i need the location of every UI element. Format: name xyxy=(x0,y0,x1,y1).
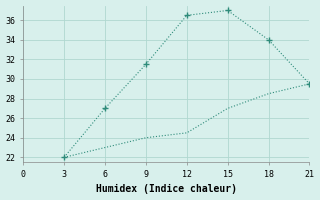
X-axis label: Humidex (Indice chaleur): Humidex (Indice chaleur) xyxy=(96,184,237,194)
